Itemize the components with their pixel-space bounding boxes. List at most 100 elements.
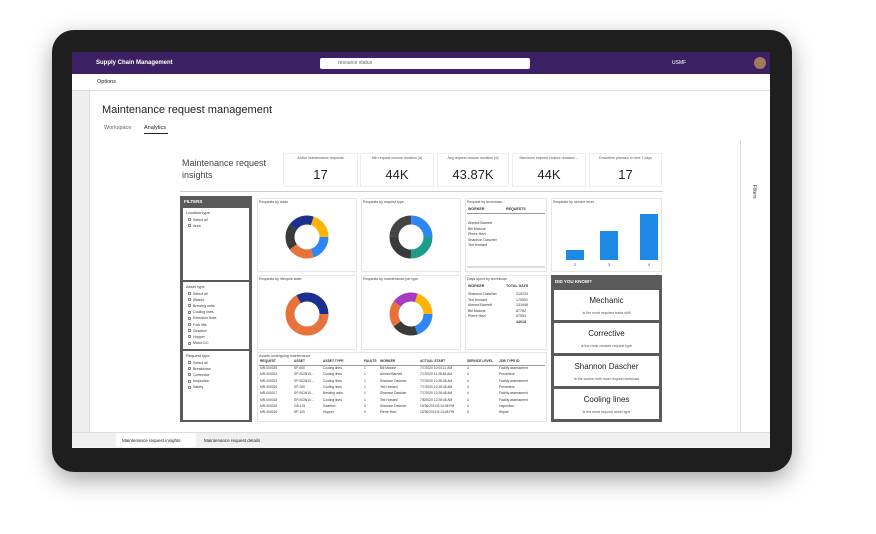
column-header: TOTAL DAYS <box>506 284 529 288</box>
kpi-value: 17 <box>313 167 328 182</box>
column-header: ASSET TYPE <box>323 359 344 363</box>
visual <box>465 198 547 272</box>
insight-caption: is the most created request type <box>580 344 633 348</box>
active-tab <box>116 433 196 447</box>
insight-value: Mechanic <box>589 296 624 305</box>
kpi-label: Maximum request closure duration ... <box>519 156 579 160</box>
checkbox[interactable] <box>188 316 191 320</box>
insight-caption: is the most required trade skill <box>582 311 631 315</box>
tab[interactable]: Workspace <box>104 125 132 131</box>
table-cell: 10/30/2019 8:13:48 PM <box>420 403 455 408</box>
filter-item[interactable]: Inspection <box>193 379 210 384</box>
checkbox[interactable] <box>188 329 191 333</box>
table-cell: Shannon Dascher <box>380 403 407 408</box>
table-cell: Bill Malone <box>468 226 486 231</box>
table-cell: Cooling lines <box>323 397 342 402</box>
table-cell: Bill Malone <box>468 308 486 313</box>
search-box[interactable] <box>320 58 530 69</box>
table-cell: Cooling lines <box>323 366 342 370</box>
filter-item[interactable]: Motor-DC <box>193 341 209 346</box>
table-cell: Pierre Hezi <box>380 410 397 415</box>
filter-item[interactable]: Select all <box>193 291 208 296</box>
visual-title: Requests by service level <box>553 200 594 204</box>
donut-segment <box>389 292 433 336</box>
visual <box>257 198 357 272</box>
filter-item[interactable]: Hopper <box>193 334 205 339</box>
table-cell: 0 <box>364 410 366 415</box>
search-text[interactable]: resource status <box>338 60 373 66</box>
table-cell: MR-000023 <box>260 378 278 383</box>
table-cell: 1 <box>364 378 366 383</box>
kpi-value: 44K <box>385 167 409 182</box>
insight-caption: is the most request asset type <box>582 410 631 414</box>
visual-title: Requests by request type <box>363 200 404 204</box>
checkbox[interactable] <box>188 341 191 345</box>
table-cell: 7/7/2020 12:28:48 AM <box>420 378 453 383</box>
checkbox[interactable] <box>188 367 191 371</box>
insight-value: Shannon Dascher <box>574 362 639 371</box>
table-cell: MR-000015 <box>260 403 278 408</box>
tab[interactable]: Analytics <box>144 125 167 131</box>
checkbox[interactable] <box>188 218 191 221</box>
checkbox[interactable] <box>188 385 191 389</box>
visual <box>257 275 357 350</box>
checkbox[interactable] <box>188 298 191 302</box>
table-cell: SP-200 <box>294 384 305 389</box>
filters-pane[interactable] <box>740 140 770 432</box>
table-cell: 1 <box>364 366 366 370</box>
kpi-card <box>512 153 586 187</box>
table-cell: 3 <box>467 410 469 415</box>
checkbox[interactable] <box>188 373 191 377</box>
table-cell: Inspection <box>499 403 515 408</box>
filter-item[interactable]: Breakdown <box>193 366 211 371</box>
kpi-value: 43.87K <box>452 167 494 182</box>
filter-item[interactable]: Cooling lines <box>193 310 214 315</box>
filter-item[interactable]: Select all <box>193 360 208 365</box>
visual-title: Assets undergoing maintenance <box>259 354 311 358</box>
filter-item[interactable]: Area <box>193 223 201 228</box>
filter-item[interactable]: Brewing units <box>193 303 215 308</box>
visual-title: Requests by trade <box>259 200 289 204</box>
avatar[interactable] <box>754 57 766 69</box>
kpi-label: Min request closure duration (d) <box>371 156 423 160</box>
column-header: REQUEST <box>260 359 276 363</box>
kpi-label: Downtime planned in next 7 days <box>599 156 652 160</box>
report-tab[interactable]: Maintenance request insights <box>122 438 181 443</box>
insight-card <box>554 356 659 386</box>
checkbox[interactable] <box>188 304 191 308</box>
filter-item[interactable]: Select all <box>193 217 208 222</box>
table-total: 44018 <box>516 320 526 324</box>
table-cell: Pierre Hezi <box>468 232 486 236</box>
table-cell: SP-BCW10... <box>294 391 314 396</box>
donut-segment <box>389 215 433 259</box>
filter-item[interactable]: Corrective <box>193 372 210 377</box>
column-header: WORKER <box>380 359 396 363</box>
company: USMF <box>672 60 687 66</box>
table-cell: 4 <box>467 403 469 408</box>
table-cell: MR-000018 <box>260 397 278 402</box>
kpi-card <box>283 153 358 187</box>
filter-item[interactable]: Fork lifts <box>193 322 207 327</box>
checkbox[interactable] <box>188 335 191 339</box>
table-cell: Cooling lines <box>323 384 342 389</box>
checkbox[interactable] <box>188 323 191 326</box>
table-cell: 4 <box>467 397 469 402</box>
table-cell: Facility assessment <box>499 366 528 370</box>
filter-item[interactable]: Safety <box>193 385 204 390</box>
checkbox[interactable] <box>188 361 191 364</box>
filters-pane-label[interactable]: Filters <box>751 185 757 199</box>
table-cell: 7/7/2020 12:28:48 AM <box>420 391 453 396</box>
checkbox[interactable] <box>188 292 191 295</box>
table-cell: 1 <box>364 372 366 377</box>
insight-value: Corrective <box>588 329 625 338</box>
filter-item[interactable]: Extrusion lines <box>193 316 217 321</box>
filter-item[interactable]: (Blank) <box>193 297 205 302</box>
checkbox[interactable] <box>188 224 191 228</box>
checkbox[interactable] <box>188 310 191 314</box>
column-header: WORKER <box>468 284 485 288</box>
filter-item[interactable]: Gearbox <box>193 328 207 333</box>
header-rule <box>259 365 545 366</box>
report-tab[interactable]: Maintenance request details <box>204 438 261 443</box>
options-label[interactable]: Options <box>97 79 116 85</box>
checkbox[interactable] <box>188 379 191 383</box>
